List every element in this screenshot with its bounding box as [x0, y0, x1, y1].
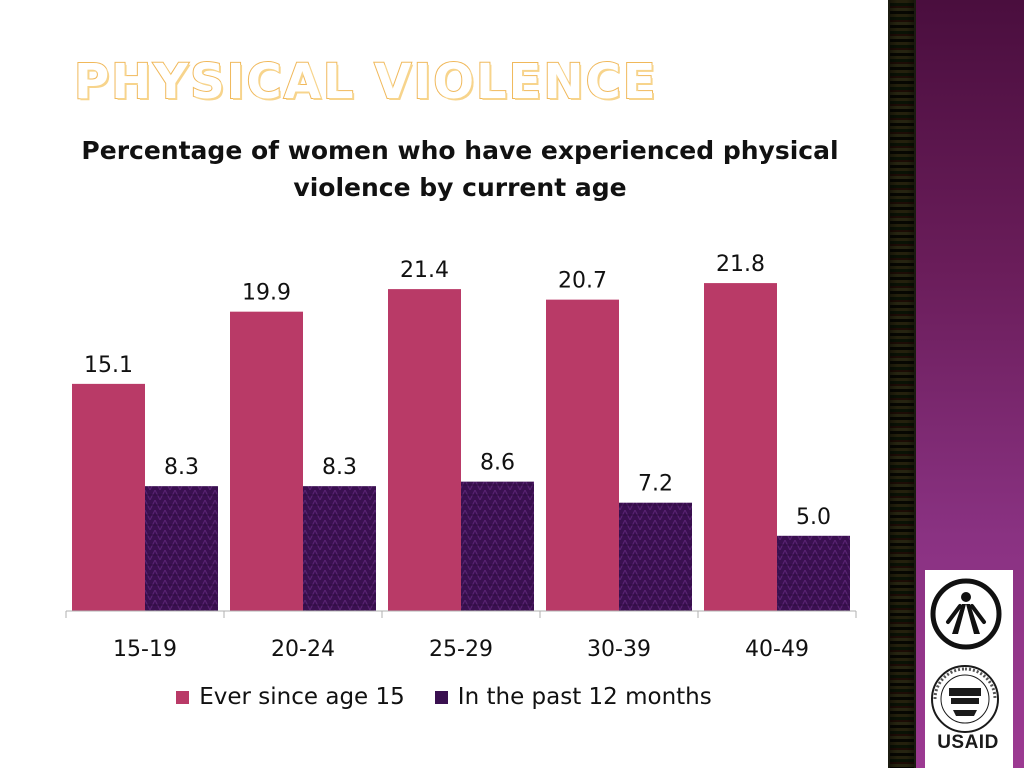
legend-item-ever: Ever since age 15 [176, 684, 405, 710]
usaid-partner-emblem-icon [930, 578, 1002, 650]
bar-past12-30-39 [619, 502, 692, 611]
usaid-wordmark: USAID [937, 732, 999, 753]
value-label-past12-40-49: 5.0 [796, 505, 831, 530]
slide-title: PHYSICAL VIOLENCE [73, 54, 658, 110]
x-axis: 15-19 20-24 25-29 30-39 40-49 [65, 610, 857, 662]
value-labels-layer: 15.1 19.9 21.4 20.7 21.8 8.3 8.3 8.6 7.2 5.0 [84, 252, 831, 530]
x-tick-label-40-49: 40-49 [745, 637, 809, 662]
value-label-ever-40-49: 21.8 [716, 252, 765, 277]
value-label-ever-25-29: 21.4 [400, 258, 449, 283]
bars-layer [72, 283, 850, 611]
usaid-seal-icon [931, 665, 999, 733]
value-label-past12-25-29: 8.6 [480, 451, 515, 476]
bar-past12-15-19 [145, 486, 218, 611]
value-label-past12-15-19: 8.3 [164, 455, 199, 480]
legend-swatch-ever [176, 690, 190, 704]
legend-item-past12: In the past 12 months [434, 684, 712, 710]
decorative-border-strip [888, 0, 916, 768]
value-label-ever-15-19: 15.1 [84, 353, 133, 378]
value-label-past12-20-24: 8.3 [322, 455, 357, 480]
x-tick-label-20-24: 20-24 [271, 637, 335, 662]
bar-ever-15-19 [72, 383, 145, 611]
bar-ever-20-24 [230, 311, 303, 611]
bar-past12-25-29 [461, 481, 534, 611]
x-tick-label-15-19: 15-19 [113, 637, 177, 662]
value-label-ever-30-39: 20.7 [558, 269, 607, 294]
bar-ever-40-49 [704, 283, 777, 611]
bar-ever-30-39 [546, 299, 619, 611]
slide-main-area: PHYSICAL VIOLENCE Percentage of women wh… [0, 54, 888, 714]
bar-ever-25-29 [388, 289, 461, 611]
legend-label-past12: In the past 12 months [457, 684, 712, 710]
value-label-ever-20-24: 19.9 [242, 281, 291, 306]
legend-label-ever: Ever since age 15 [199, 684, 405, 710]
value-label-past12-30-39: 7.2 [638, 472, 673, 497]
bar-chart: 15.1 19.9 21.4 20.7 21.8 8.3 8.3 8.6 7.2 5.0 15-1… [65, 252, 857, 662]
bar-past12-20-24 [303, 486, 376, 611]
x-tick-label-30-39: 30-39 [587, 637, 651, 662]
chart-title: Percentage of women who have experienced… [81, 136, 839, 202]
legend: Ever since age 15 In the past 12 months [0, 680, 888, 714]
bar-past12-40-49 [777, 535, 850, 611]
x-tick-label-25-29: 25-29 [429, 637, 493, 662]
legend-swatch-past12 [434, 690, 448, 704]
